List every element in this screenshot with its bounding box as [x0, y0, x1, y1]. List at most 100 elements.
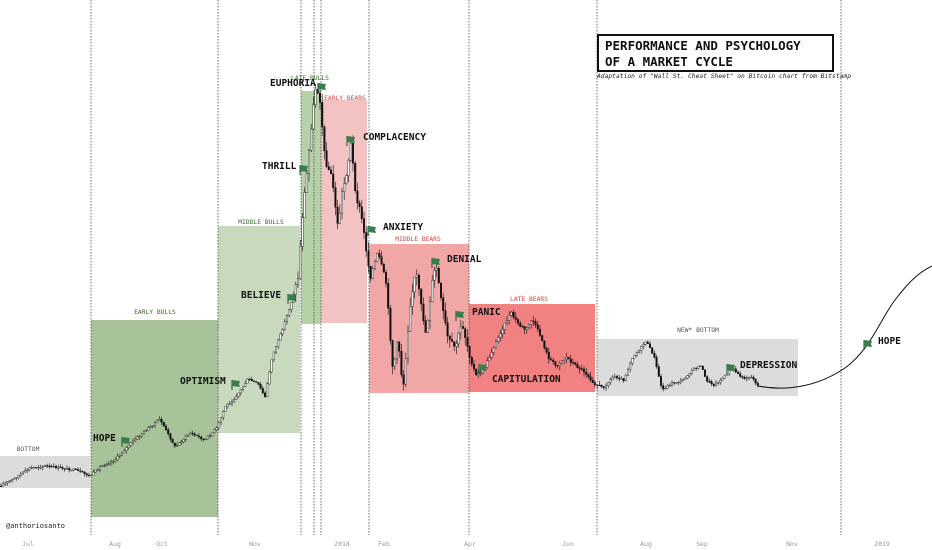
candle-body	[510, 312, 513, 316]
zone-bottom	[0, 456, 90, 488]
candle-body	[376, 253, 379, 262]
stage-label: HOPE	[93, 433, 116, 444]
candle-body	[748, 377, 751, 379]
candle-body	[389, 307, 392, 341]
candle-body	[448, 335, 451, 340]
candle-body	[310, 128, 313, 151]
candle-body	[407, 331, 410, 359]
candle-body	[426, 320, 429, 333]
candle-body	[503, 322, 506, 330]
candle-body	[109, 461, 112, 464]
candle-body	[72, 468, 75, 471]
candle-body	[153, 422, 156, 426]
candle-body	[297, 278, 300, 285]
candle-body	[393, 358, 396, 367]
candle-body	[466, 337, 469, 347]
candle-body	[699, 365, 702, 368]
candle-body	[413, 277, 416, 293]
candle-body	[184, 436, 187, 440]
candle-body	[369, 266, 372, 279]
candle-body	[532, 320, 535, 323]
candle-body	[319, 93, 322, 103]
candle-body	[74, 468, 77, 470]
candle-body	[334, 187, 337, 208]
candle-body	[164, 425, 167, 430]
candle-body	[264, 392, 267, 397]
candle-body	[578, 367, 581, 370]
candle-body	[70, 469, 73, 472]
zone-label-bottom: BOTTOM	[17, 446, 40, 453]
candle-body	[561, 360, 564, 364]
candle-body	[750, 376, 753, 379]
candle-body	[400, 351, 403, 376]
candle-body	[345, 175, 348, 184]
candle-body	[358, 202, 361, 207]
candle-body	[679, 380, 682, 383]
candle-body	[250, 379, 253, 382]
candle-body	[101, 465, 104, 467]
candle-body	[541, 335, 544, 342]
candle-body	[611, 377, 614, 380]
candle-body	[396, 341, 399, 360]
candle-body	[96, 469, 99, 471]
candle-body	[710, 381, 713, 385]
stage-label: THRILL	[262, 161, 297, 172]
candle-body	[464, 328, 467, 338]
candle-body	[499, 333, 502, 338]
candle-body	[677, 381, 680, 384]
candle-body	[266, 383, 269, 397]
candle-body	[633, 355, 636, 359]
candle-body	[114, 459, 117, 462]
candle-body	[332, 173, 335, 188]
candle-body	[140, 433, 143, 437]
zone-bull-late	[301, 91, 321, 324]
candle-body	[28, 467, 31, 471]
stage-label: DEPRESSION	[740, 360, 797, 371]
candle-body	[616, 376, 619, 379]
candle-body	[46, 465, 49, 467]
candle-body	[233, 399, 236, 402]
candle-body	[312, 104, 315, 130]
flag-icon	[478, 364, 487, 374]
candle-body	[103, 465, 106, 467]
x-tick-label: Jul	[22, 540, 34, 548]
candle-body	[68, 468, 71, 471]
candle-body	[33, 467, 36, 469]
candle-body	[83, 471, 86, 474]
candle-body	[528, 324, 531, 328]
candle-body	[347, 160, 350, 176]
candle-body	[50, 465, 53, 468]
candle-body	[726, 373, 729, 376]
candle-body	[695, 367, 698, 370]
candle-body	[607, 382, 610, 386]
candle-body	[224, 406, 227, 412]
candle-body	[127, 445, 130, 448]
candle-body	[594, 382, 597, 386]
candle-body	[455, 343, 458, 347]
candle-body	[398, 341, 401, 352]
candle-body	[598, 384, 601, 387]
candle-body	[44, 465, 47, 467]
candle-body	[193, 433, 196, 436]
zone-label-bottom: NEW* BOTTOM	[677, 327, 719, 334]
candle-body	[343, 183, 346, 193]
candle-body	[367, 250, 370, 267]
candle-body	[671, 382, 674, 386]
candle-body	[288, 309, 291, 316]
candle-body	[737, 371, 740, 374]
candle-body	[585, 371, 588, 375]
candle-body	[486, 360, 489, 368]
stage-label: BELIEVE	[241, 290, 281, 301]
candle-body	[125, 447, 128, 451]
candle-body	[277, 339, 280, 347]
candle-body	[235, 396, 238, 400]
candle-body	[120, 452, 123, 456]
candle-body	[734, 368, 737, 373]
candle-body	[26, 469, 29, 472]
candle-body	[158, 419, 161, 421]
candle-body	[228, 403, 231, 405]
candle-body	[90, 474, 93, 477]
candle-body	[118, 454, 121, 457]
candle-body	[545, 347, 548, 353]
candle-body	[475, 368, 478, 376]
